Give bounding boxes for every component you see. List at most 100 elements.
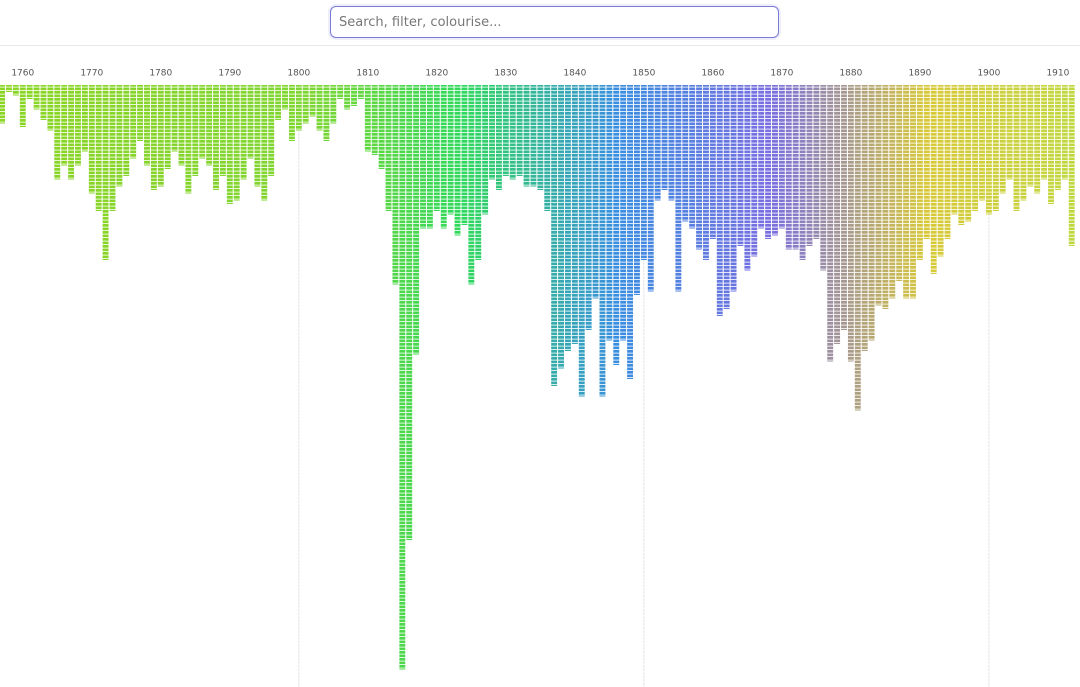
- column: [854, 85, 861, 411]
- search-input[interactable]: [330, 6, 779, 38]
- column: [357, 85, 364, 99]
- column: [6, 85, 12, 92]
- x-tick-label: 1900: [977, 69, 1000, 79]
- column: [868, 85, 875, 341]
- column: [820, 85, 827, 271]
- column: [827, 85, 834, 362]
- column: [330, 85, 337, 124]
- x-tick-label: 1820: [425, 69, 448, 79]
- column: [537, 85, 544, 190]
- column: [620, 85, 627, 341]
- column: [923, 85, 930, 239]
- x-tick-label: 1870: [770, 69, 793, 79]
- column: [985, 85, 992, 215]
- column: [33, 85, 40, 110]
- column: [723, 85, 730, 309]
- column: [61, 85, 68, 166]
- column: [551, 85, 558, 386]
- column: [1027, 85, 1034, 187]
- column: [1013, 85, 1020, 211]
- column: [47, 85, 54, 131]
- column: [178, 85, 185, 166]
- x-tick-label: 1780: [149, 69, 172, 79]
- column: [806, 85, 813, 246]
- column: [254, 85, 261, 187]
- column: [944, 85, 951, 239]
- column: [302, 85, 309, 124]
- x-tick-label: 1880: [839, 69, 862, 79]
- x-tick-label: 1790: [218, 69, 241, 79]
- column: [730, 85, 737, 292]
- column: [19, 85, 26, 127]
- column: [199, 85, 206, 159]
- column: [882, 85, 889, 309]
- column: [0, 85, 6, 124]
- column: [744, 85, 751, 271]
- column: [495, 85, 502, 190]
- column: [102, 85, 109, 260]
- column: [675, 85, 682, 292]
- column: [489, 85, 495, 180]
- column: [696, 85, 703, 250]
- column: [516, 85, 523, 176]
- column: [454, 85, 461, 236]
- column: [640, 85, 647, 260]
- column: [523, 85, 530, 187]
- column: [1020, 85, 1027, 201]
- column: [95, 85, 102, 211]
- column: [592, 85, 599, 299]
- column: [316, 85, 323, 131]
- column: [509, 85, 516, 180]
- column: [261, 85, 268, 201]
- column: [54, 85, 61, 180]
- column: [703, 85, 709, 260]
- column: [599, 85, 606, 397]
- column: [716, 85, 723, 316]
- column: [813, 85, 820, 239]
- column: [682, 85, 689, 222]
- column: [323, 85, 330, 141]
- column: [420, 85, 426, 229]
- column: [295, 85, 302, 131]
- column: [275, 85, 282, 120]
- column: [192, 85, 199, 176]
- column: [81, 85, 88, 152]
- column: [799, 85, 806, 260]
- column: [958, 85, 965, 225]
- column: [123, 85, 130, 176]
- column: [109, 85, 116, 211]
- column: [247, 85, 254, 159]
- column: [413, 85, 420, 355]
- x-tick-label: 1890: [908, 69, 931, 79]
- column: [461, 85, 468, 225]
- x-tick-label: 1840: [563, 69, 586, 79]
- column: [226, 85, 233, 204]
- column: [406, 85, 413, 540]
- column: [1006, 85, 1013, 180]
- column: [689, 85, 696, 229]
- column: [903, 85, 910, 299]
- column: [157, 85, 164, 187]
- column: [75, 85, 81, 166]
- column: [150, 85, 157, 190]
- column: [765, 85, 772, 239]
- column: [530, 85, 537, 187]
- column: [847, 85, 854, 362]
- column: [889, 85, 896, 299]
- column: [68, 85, 75, 180]
- column: [433, 85, 440, 211]
- x-tick-label: 1850: [632, 69, 655, 79]
- column: [937, 85, 944, 257]
- column: [447, 85, 454, 215]
- column: [558, 85, 564, 369]
- column: [502, 85, 509, 176]
- column: [26, 85, 33, 99]
- column: [861, 85, 868, 351]
- column: [647, 85, 654, 292]
- column: [613, 85, 620, 365]
- column: [268, 85, 275, 176]
- column: [564, 85, 571, 351]
- column: [627, 85, 634, 379]
- column: [992, 85, 999, 211]
